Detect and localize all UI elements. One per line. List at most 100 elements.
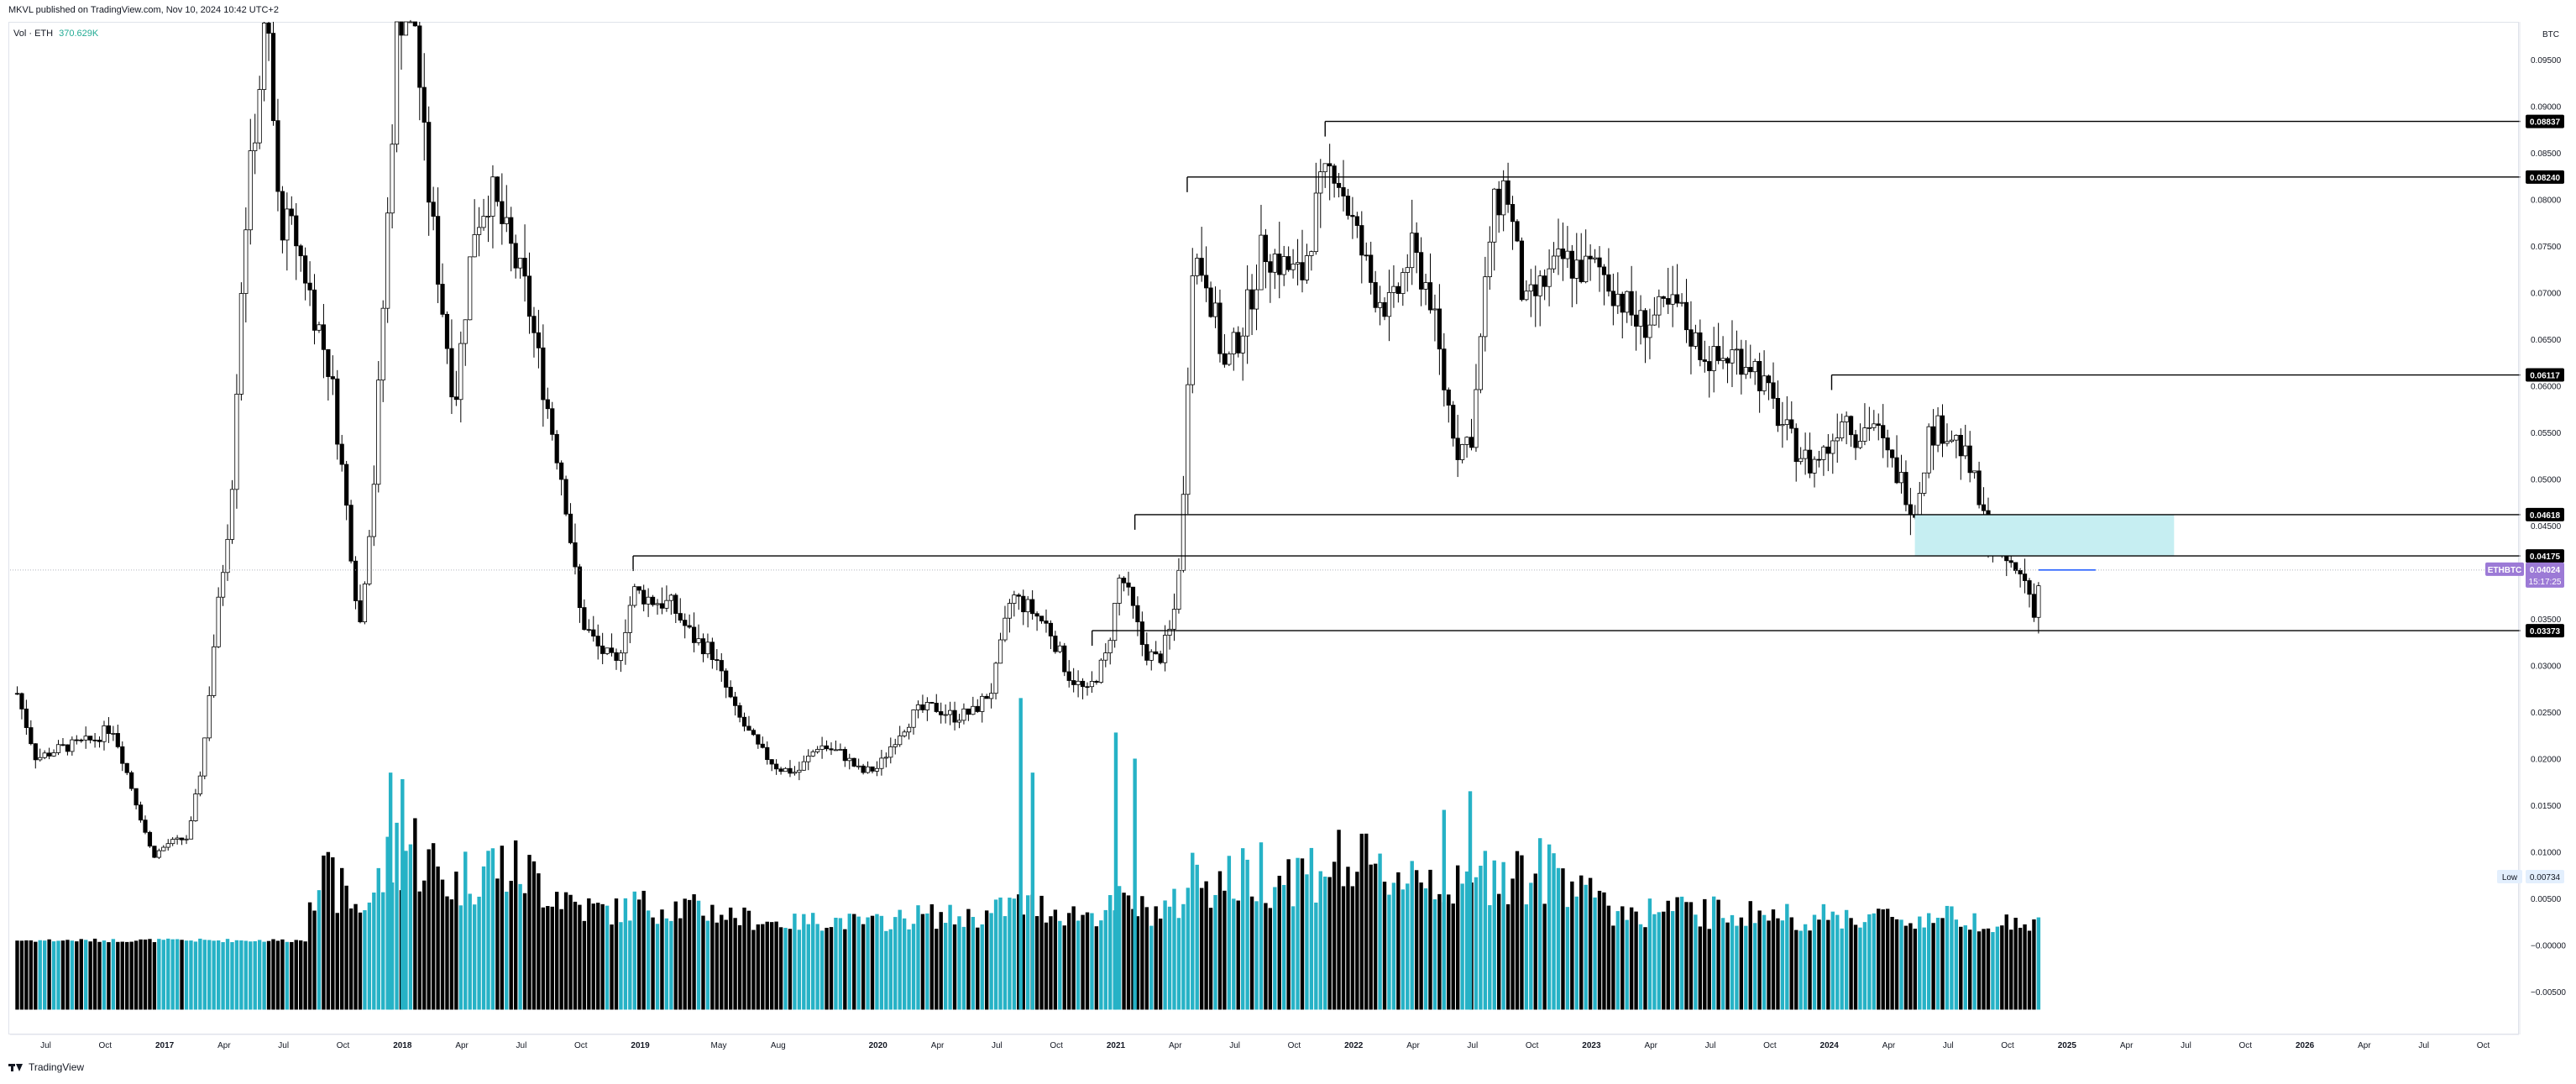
candle-body (1272, 254, 1277, 273)
candle-body (819, 745, 825, 750)
volume-bar (687, 899, 692, 1010)
volume-bar (1803, 924, 1808, 1010)
candle-body (627, 605, 632, 633)
volume-bar (984, 910, 989, 1010)
candle-body (485, 216, 491, 217)
candle-body (1725, 358, 1730, 364)
volume-bar (367, 902, 372, 1010)
volume-bar (943, 923, 948, 1010)
candle-body (1625, 291, 1630, 313)
volume-bar (202, 940, 207, 1010)
candle-body (1647, 324, 1652, 338)
volume-bar (376, 867, 380, 1010)
candle-body (1862, 427, 1867, 442)
candle-body (806, 755, 811, 762)
volume-bar (1767, 920, 1771, 1010)
candle-body (453, 396, 458, 401)
volume-bar (1018, 698, 1023, 1010)
volume-bar (1739, 917, 1744, 1010)
candle-body (1931, 426, 1936, 446)
candle-body (1689, 329, 1694, 347)
volume-bar (1899, 919, 1903, 1010)
candle-body (765, 746, 770, 761)
candle-body (783, 767, 788, 772)
volume-legend-value: 370.629K (59, 29, 99, 39)
volume-bar (1172, 888, 1176, 1010)
candle-body (1048, 622, 1054, 636)
volume-bar (1881, 909, 1885, 1010)
candle-body (1798, 458, 1804, 463)
volume-bar (1081, 914, 1085, 1010)
candle-body (1121, 578, 1127, 584)
volume-bar (720, 914, 724, 1010)
candle-body (1857, 441, 1863, 448)
candle-body (1007, 603, 1013, 619)
candle-body (303, 255, 308, 284)
volume-bar (143, 939, 148, 1010)
candle-body (161, 846, 166, 851)
volume-bar (678, 918, 683, 1010)
candle-body (526, 275, 532, 317)
candle-body (449, 348, 454, 398)
volume-bar (838, 918, 843, 1010)
volume-bar (1488, 905, 1492, 1010)
candle-body (472, 234, 477, 258)
volume-bar (705, 920, 710, 1010)
volume-bar (230, 942, 234, 1010)
volume-bar (1638, 924, 1643, 1010)
candle-body (1427, 282, 1433, 311)
candle-body (1977, 470, 1982, 505)
price-tick-label: 0.05500 (2531, 429, 2562, 438)
volume-bar (761, 924, 765, 1010)
volume-bar (139, 939, 143, 1010)
volume-bar (436, 867, 440, 1010)
candle-body (1515, 221, 1520, 242)
volume-bar (500, 846, 505, 1010)
volume-bar (60, 940, 65, 1010)
candle-body (1277, 254, 1282, 275)
volume-bar (401, 778, 405, 1010)
volume-bar (1716, 899, 1720, 1010)
volume-bar (275, 940, 280, 1010)
candle-body (1227, 353, 1232, 365)
volume-bar (92, 938, 97, 1010)
volume-bar (1217, 871, 1223, 1010)
volume-bar (1240, 848, 1245, 1010)
candle-body (600, 645, 605, 654)
candle-body (1231, 332, 1236, 354)
volume-bar (518, 883, 522, 1010)
candle-body (408, 21, 413, 24)
footer-brand[interactable]: TradingView (8, 1061, 84, 1073)
candle-body (1103, 652, 1108, 661)
volume-bar (559, 909, 563, 1010)
volume-bar (802, 914, 806, 1010)
volume-bar (1903, 925, 1908, 1010)
candle-body (197, 775, 202, 794)
candle-body (650, 596, 656, 605)
volume-bar (243, 940, 249, 1010)
volume-bar (628, 920, 632, 1010)
candle-body (709, 641, 715, 660)
time-tick-label: Apr (931, 1041, 945, 1050)
volume-bar (847, 914, 851, 1010)
candle-body (1373, 282, 1378, 308)
volume-bar (1158, 919, 1163, 1010)
volume-bar (257, 940, 262, 1010)
candle-body (138, 804, 144, 821)
volume-bar (1991, 932, 1995, 1010)
candle-body (1922, 472, 1927, 494)
candle-body (1597, 257, 1602, 268)
volume-bar (1423, 888, 1428, 1010)
candle-body (2013, 562, 2018, 571)
candle-body (1190, 275, 1195, 385)
candle-body (724, 670, 729, 688)
volume-bar (692, 894, 696, 1010)
candle-body (792, 772, 798, 774)
volume-bar (1309, 847, 1314, 1010)
volume-bar (1748, 901, 1752, 1010)
volume-bar (825, 927, 829, 1010)
candle-body (152, 846, 157, 858)
candle-body (1972, 470, 1977, 474)
volume-bar (1725, 922, 1730, 1010)
